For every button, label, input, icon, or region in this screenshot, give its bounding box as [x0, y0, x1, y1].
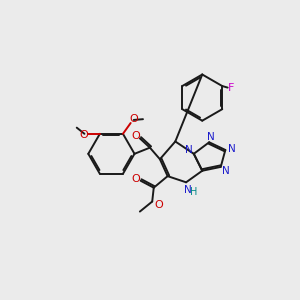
Text: H: H	[190, 187, 197, 196]
Text: O: O	[129, 114, 138, 124]
Text: N: N	[207, 132, 214, 142]
Text: F: F	[227, 83, 234, 93]
Text: O: O	[79, 130, 88, 140]
Text: N: N	[184, 185, 191, 195]
Text: O: O	[132, 131, 140, 141]
Text: O: O	[132, 174, 140, 184]
Text: N: N	[222, 166, 230, 176]
Text: N: N	[228, 144, 236, 154]
Text: N: N	[184, 145, 192, 155]
Text: O: O	[154, 200, 163, 210]
